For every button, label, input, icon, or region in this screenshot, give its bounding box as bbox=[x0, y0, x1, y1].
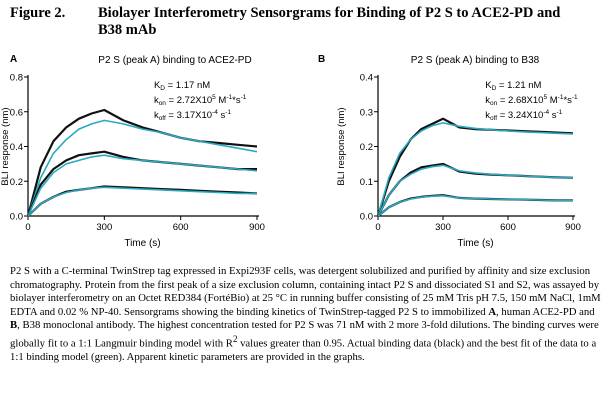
sensorgram-charts: A P2 S (peak A) binding to ACE2-PD 0.0 0.2 0… bbox=[0, 54, 581, 249]
kon-unit2-exponent: -1 bbox=[572, 94, 578, 101]
caption-bold-a: A bbox=[488, 305, 497, 318]
kon-value: = 2.72X10 bbox=[166, 95, 212, 106]
kon-unit: M bbox=[216, 95, 227, 106]
x-tick-label: 0 bbox=[375, 222, 380, 233]
koff-unit: s bbox=[218, 110, 226, 121]
y-tick-label: 0.4 bbox=[10, 142, 23, 153]
fit-series-1 bbox=[377, 122, 574, 217]
y-axis-label: BLI response (nm) bbox=[336, 107, 347, 185]
kd-subscript: D bbox=[160, 85, 165, 92]
caption-part-2: , human ACE2-PD and bbox=[496, 305, 595, 318]
y-tick-label: 0.8 bbox=[10, 73, 23, 84]
fit-series-2 bbox=[27, 154, 258, 217]
fit-series-3 bbox=[377, 195, 573, 217]
kd-symbol: K bbox=[154, 80, 161, 91]
panel-letter: A bbox=[10, 54, 17, 65]
chart-panel-a: A P2 S (peak A) binding to ACE2-PD 0.0 0.2 0… bbox=[0, 54, 265, 249]
kd-symbol: K bbox=[485, 80, 492, 91]
y-tick-label: 0.3 bbox=[360, 107, 373, 118]
koff-annotation: koff = 3.17X10-4 s-1 bbox=[154, 109, 231, 122]
kon-annotation: kon = 2.68X105 M-1*s-1 bbox=[485, 94, 578, 107]
x-axis-label: Time (s) bbox=[124, 238, 160, 249]
kon-unit2-exponent: -1 bbox=[241, 94, 247, 101]
chart-title: P2 S (peak A) binding to ACE2-PD bbox=[98, 55, 251, 66]
x-axis-label: Time (s) bbox=[457, 238, 493, 249]
x-tick-label: 600 bbox=[173, 222, 189, 233]
data-series-2 bbox=[26, 150, 257, 217]
y-tick-label: 0.0 bbox=[10, 212, 23, 223]
koff-value: = 3.17X10 bbox=[166, 110, 212, 121]
x-tick-label: 0 bbox=[25, 222, 30, 233]
figure-title: Figure 2. Biolayer Interferometry Sensorg… bbox=[10, 5, 600, 39]
fit-series-3 bbox=[27, 186, 257, 217]
koff-subscript: off bbox=[159, 115, 166, 122]
koff-unit-exponent: -1 bbox=[557, 109, 563, 116]
kon-subscript: on bbox=[490, 100, 498, 107]
caption-superscript: 2 bbox=[232, 333, 238, 344]
koff-exponent: -4 bbox=[212, 109, 218, 116]
y-tick-label: 0.2 bbox=[10, 177, 23, 188]
panel-letter: B bbox=[318, 54, 325, 65]
data-series-3 bbox=[27, 185, 258, 217]
kon-unit-exponent: -1 bbox=[226, 94, 232, 101]
y-tick-label: 0.6 bbox=[10, 107, 23, 118]
koff-unit-exponent: -1 bbox=[225, 109, 231, 116]
koff-subscript: off bbox=[490, 115, 497, 122]
kon-symbol: k bbox=[485, 95, 490, 106]
y-tick-label: 0.1 bbox=[360, 177, 373, 188]
figure-caption: P2 S with a C-terminal TwinStrep tag exp… bbox=[10, 265, 602, 365]
y-tick-label: 0.0 bbox=[360, 212, 373, 223]
caption-part-4: values greater than 0.95. Actual binding… bbox=[10, 337, 597, 364]
kon-unit2: *s bbox=[563, 95, 572, 106]
kon-value: = 2.68X10 bbox=[497, 95, 543, 106]
caption-bold-b: B bbox=[10, 319, 18, 332]
koff-annotation: koff = 3.24X10-4 s-1 bbox=[485, 109, 562, 122]
x-tick-label: 600 bbox=[500, 222, 516, 233]
kd-value: = 1.21 nM bbox=[496, 80, 541, 91]
data-series-1 bbox=[26, 108, 258, 217]
kon-exponent: 5 bbox=[543, 94, 547, 101]
koff-value: = 3.24X10 bbox=[497, 110, 543, 121]
kon-unit2: *s bbox=[232, 95, 241, 106]
chart-title: P2 S (peak A) binding to B38 bbox=[411, 55, 540, 66]
kon-subscript: on bbox=[159, 100, 167, 107]
kd-annotation: KD = 1.21 nM bbox=[485, 80, 541, 92]
kd-value: = 1.17 nM bbox=[165, 80, 210, 91]
caption-part-1: P2 S with a C-terminal TwinStrep tag exp… bbox=[10, 265, 601, 318]
fit-series-2 bbox=[377, 164, 574, 217]
data-series-2 bbox=[377, 162, 574, 217]
y-axis-label: BLI response (nm) bbox=[0, 107, 11, 185]
x-tick-label: 300 bbox=[435, 222, 451, 233]
koff-symbol: k bbox=[485, 110, 490, 121]
kd-annotation: KD = 1.17 nM bbox=[154, 80, 210, 92]
x-tick-label: 900 bbox=[249, 222, 265, 233]
fit-series-1 bbox=[27, 119, 258, 217]
x-tick-label: 300 bbox=[96, 222, 112, 233]
figure-title-line2: B38 mAb bbox=[98, 22, 157, 38]
kon-symbol: k bbox=[154, 95, 159, 106]
kd-subscript: D bbox=[492, 85, 497, 92]
x-tick-label: 900 bbox=[565, 222, 581, 233]
kon-exponent: 5 bbox=[212, 94, 216, 101]
kon-unit: M bbox=[547, 95, 558, 106]
figure-number: Figure 2. bbox=[10, 5, 66, 21]
figure-title-line1: Biolayer Interferometry Sensorgrams for … bbox=[98, 5, 561, 21]
koff-unit: s bbox=[549, 110, 557, 121]
y-tick-label: 0.2 bbox=[360, 142, 373, 153]
caption-part-3: , B38 monoclonal antibody. The highest c… bbox=[10, 319, 599, 350]
koff-exponent: -4 bbox=[543, 109, 549, 116]
kon-annotation: kon = 2.72X105 M-1*s-1 bbox=[154, 94, 247, 107]
chart-panel-b: B P2 S (peak A) binding to B38 0.0 0.1 0.2 0.… bbox=[318, 54, 581, 249]
koff-symbol: k bbox=[154, 110, 159, 121]
kon-unit-exponent: -1 bbox=[558, 94, 564, 101]
y-tick-label: 0.4 bbox=[360, 73, 373, 84]
